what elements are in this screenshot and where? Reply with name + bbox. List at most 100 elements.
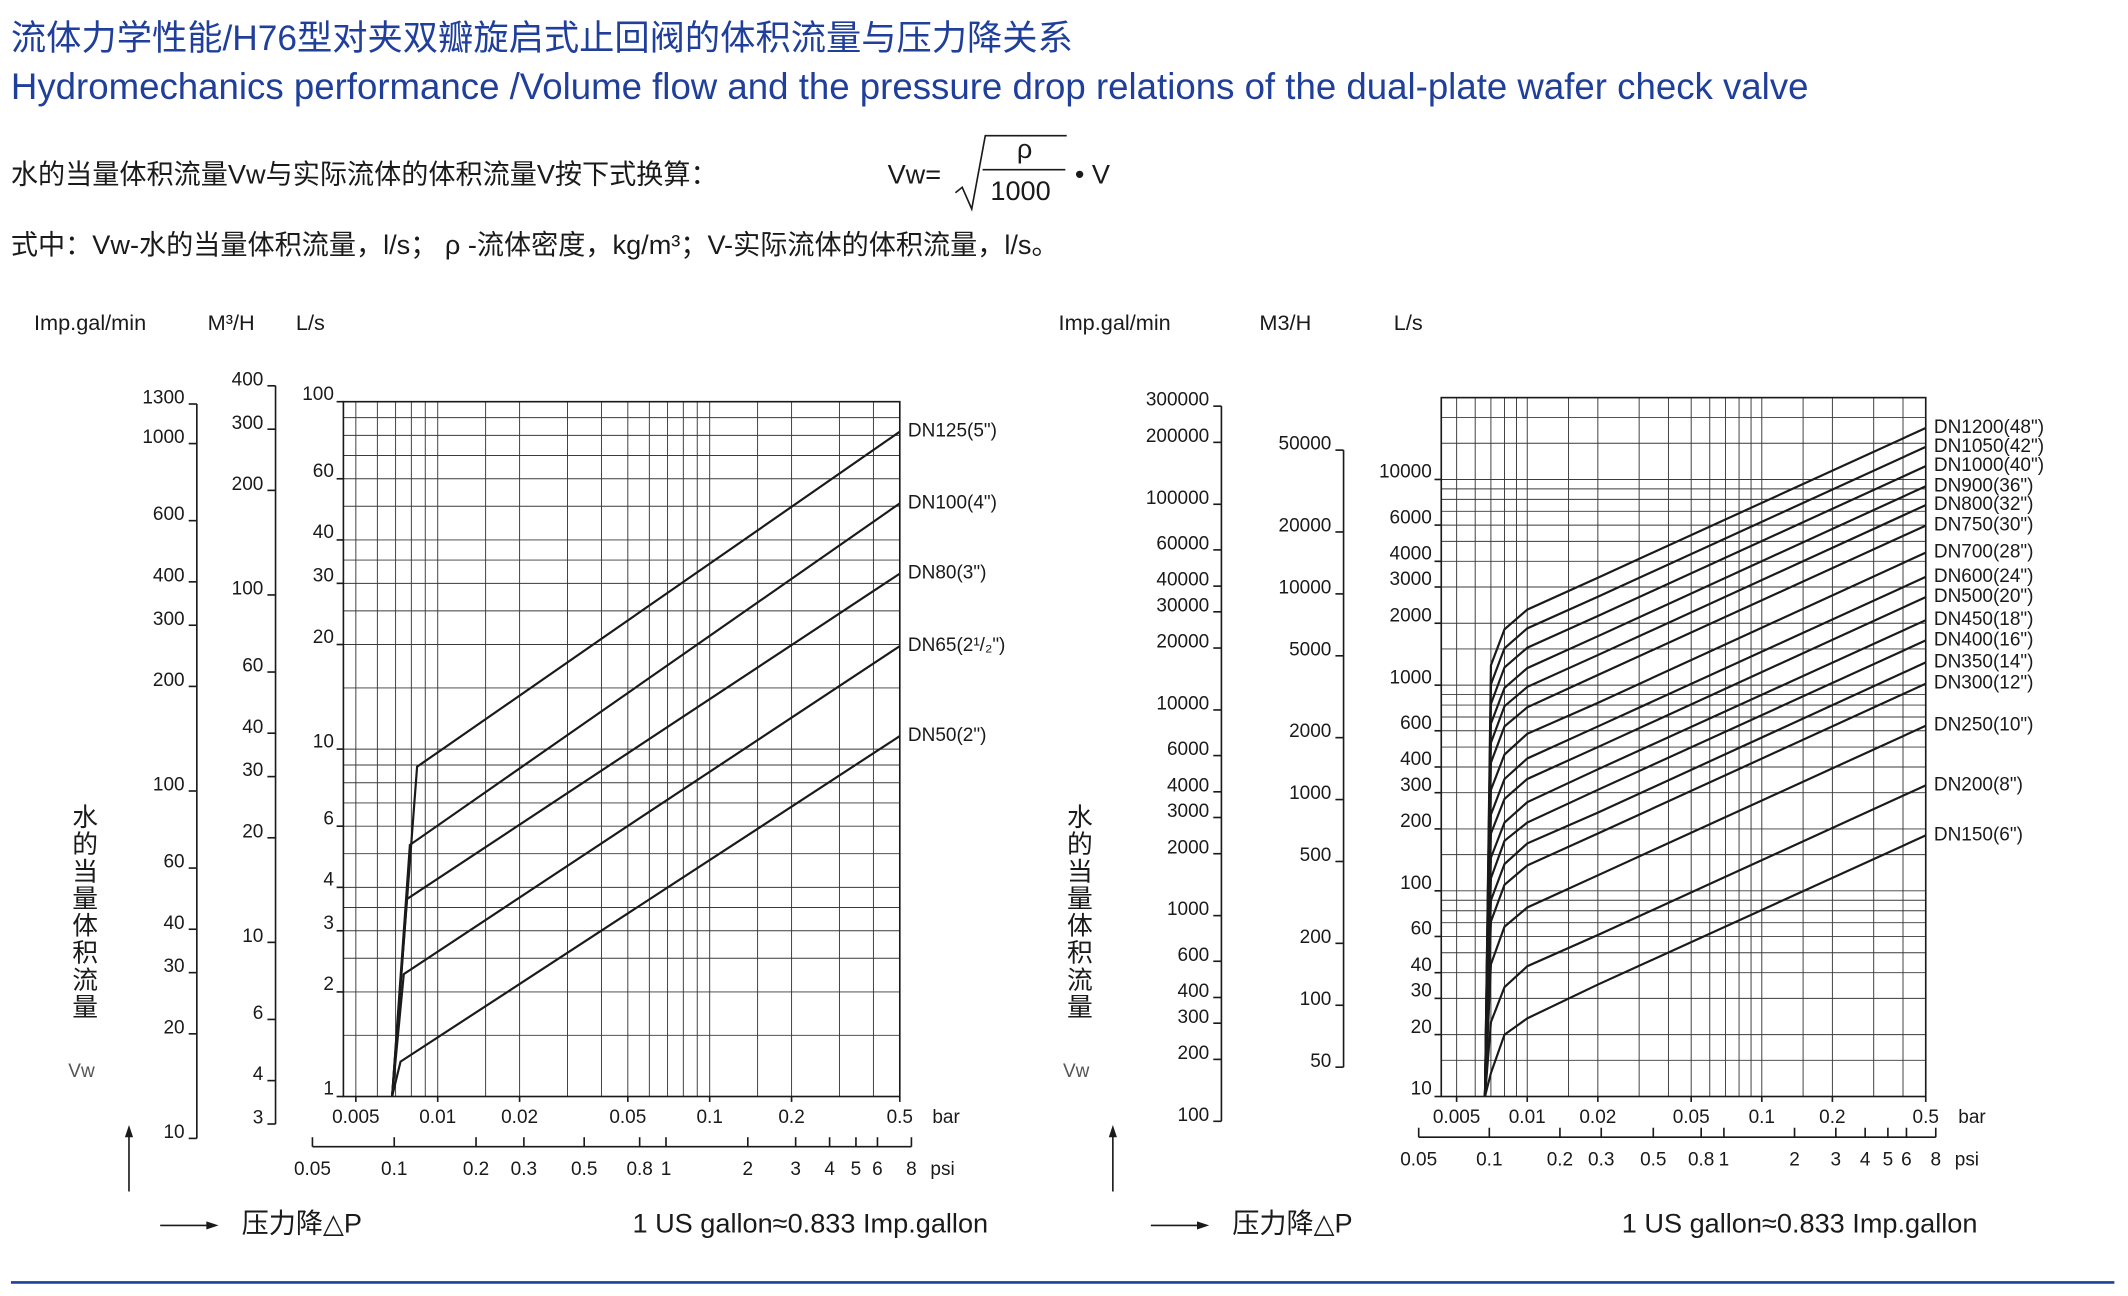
secondary-tick-label: 1000: [1167, 899, 1209, 920]
secondary-tick-label: 20: [163, 1017, 184, 1038]
x-tick-label: 0.005: [1433, 1107, 1481, 1128]
series-label: DN600(24"): [1934, 566, 2034, 587]
secondary-tick-label: 50000: [1279, 434, 1332, 455]
x-tick-label: 0.05: [609, 1107, 646, 1128]
secondary-tick-label: 1300: [142, 388, 184, 409]
psi-tick-label: 8: [1930, 1149, 1941, 1170]
psi-tick-label: 6: [872, 1159, 883, 1180]
up-arrow-head: [124, 1125, 134, 1138]
secondary-tick-label: 40000: [1156, 570, 1209, 591]
y-tick-label: 100: [1400, 873, 1432, 894]
secondary-tick-label: 30: [163, 956, 184, 977]
psi-tick-label: 3: [1831, 1149, 1842, 1170]
y-axis-label: 水的当量体积流量: [1063, 803, 1092, 1020]
psi-tick-label: 3: [790, 1159, 801, 1180]
secondary-tick-label: 60000: [1156, 533, 1209, 554]
secondary-tick-label: 10: [242, 926, 263, 947]
psi-tick-label: 1: [661, 1159, 672, 1180]
psi-tick-label: 0.05: [1400, 1149, 1437, 1170]
psi-tick-label: 0.2: [463, 1159, 489, 1180]
psi-axis-unit: psi: [930, 1159, 954, 1180]
y-tick-label: 6000: [1390, 507, 1432, 528]
secondary-tick-label: 2000: [1289, 721, 1331, 742]
y-tick-label: 300: [1400, 775, 1432, 796]
psi-tick-label: 0.5: [571, 1159, 597, 1180]
secondary-tick-label: 20000: [1279, 516, 1332, 537]
y-tick-label: 4000: [1390, 544, 1432, 565]
psi-tick-label: 0.5: [1640, 1149, 1666, 1170]
series-line: [1483, 784, 1927, 1097]
formula-denominator: 1000: [990, 175, 1050, 206]
y-tick-label: 100: [302, 384, 334, 405]
psi-tick-label: 0.3: [511, 1159, 537, 1180]
formula-numerator: ρ: [1017, 133, 1032, 164]
series-label: DN750(30"): [1934, 515, 2034, 536]
y-axis-unit: Vw: [68, 1061, 95, 1082]
y-tick-label: 20: [1411, 1017, 1432, 1038]
secondary-tick-label: 200: [232, 474, 264, 495]
series-line: [391, 572, 901, 1097]
secondary-tick-label: 400: [153, 565, 185, 586]
series-label: DN400(16"): [1934, 629, 2034, 650]
secondary-tick-label: 4000: [1167, 775, 1209, 796]
x-tick-label: 0.01: [419, 1107, 456, 1128]
secondary-tick-label: 600: [153, 504, 185, 525]
secondary-tick-label: 4: [253, 1064, 264, 1085]
x-tick-label: 0.005: [332, 1107, 380, 1128]
y-tick-label: 400: [1400, 749, 1432, 770]
formula-lhs: Vw=: [888, 159, 942, 190]
series-label: DN800(32"): [1934, 494, 2034, 515]
secondary-tick-label: 100: [153, 775, 185, 796]
y-tick-label: 40: [1411, 955, 1432, 976]
secondary-tick-label: 300: [1178, 1007, 1210, 1028]
psi-tick-label: 0.8: [1688, 1149, 1714, 1170]
secondary-tick-label: 500: [1300, 845, 1332, 866]
x-axis-unit: bar: [1958, 1107, 1985, 1128]
intro-line: 式中：Vw-水的当量体积流量，l/s； ρ -流体密度，kg/m³；V-实际流体…: [11, 229, 1059, 260]
secondary-tick-label: 6000: [1167, 739, 1209, 760]
y-tick-label: 4: [323, 870, 334, 891]
x-axis-label: 压力降△P: [242, 1208, 362, 1239]
unit-note: 1 US gallon≈0.833 Imp.gallon: [632, 1208, 988, 1239]
series-label: DN65(2¹/₂"): [908, 635, 1005, 656]
secondary-tick-label: 60: [163, 852, 184, 873]
series-label: DN150(6"): [1934, 824, 2023, 845]
secondary-tick-label: 20000: [1156, 632, 1209, 653]
secondary-tick-label: 3000: [1167, 801, 1209, 822]
secondary-tick-label: 60: [242, 656, 263, 677]
secondary-tick-label: 40: [163, 913, 184, 934]
x-axis-label: 压力降△P: [1232, 1208, 1352, 1239]
y-tick-label: 10: [1411, 1079, 1432, 1100]
secondary-tick-label: 200000: [1146, 426, 1209, 447]
y-tick-label: 600: [1400, 713, 1432, 734]
x-tick-label: 0.01: [1509, 1107, 1546, 1128]
x-tick-label: 0.2: [1819, 1107, 1845, 1128]
x-tick-label: 0.1: [1749, 1107, 1775, 1128]
series-line: [1483, 682, 1927, 1097]
y-tick-label: 30: [1411, 981, 1432, 1002]
secondary-tick-label: 10: [163, 1122, 184, 1143]
secondary-tick-label: 200: [153, 670, 185, 691]
series-line: [391, 735, 901, 1097]
secondary-tick-label: 10000: [1279, 577, 1332, 598]
right-arrow-head: [206, 1221, 219, 1230]
secondary-tick-label: 300000: [1146, 390, 1209, 411]
y-tick-label: 40: [313, 522, 334, 543]
title-cn: 流体力学性能/H76型对夹双瓣旋启式止回阀的体积流量与压力降关系: [11, 19, 1073, 58]
y-tick-label: 2: [323, 974, 334, 995]
y-tick-label: 3000: [1390, 569, 1432, 590]
secondary-tick-label: 1000: [1289, 783, 1331, 804]
plot-frame: [1440, 396, 1927, 1098]
y-axis-unit: Vw: [1063, 1061, 1090, 1082]
series-label: DN100(4"): [908, 492, 997, 513]
y-axis-title: L/s: [1394, 310, 1423, 335]
y-tick-label: 60: [313, 461, 334, 482]
secondary-tick-label: 3: [253, 1108, 264, 1129]
psi-tick-label: 5: [1883, 1149, 1894, 1170]
psi-tick-label: 8: [906, 1159, 917, 1180]
series-label: DN300(12"): [1934, 673, 2034, 694]
psi-tick-label: 4: [824, 1159, 835, 1180]
secondary-axis-title: M3/H: [1259, 310, 1311, 335]
